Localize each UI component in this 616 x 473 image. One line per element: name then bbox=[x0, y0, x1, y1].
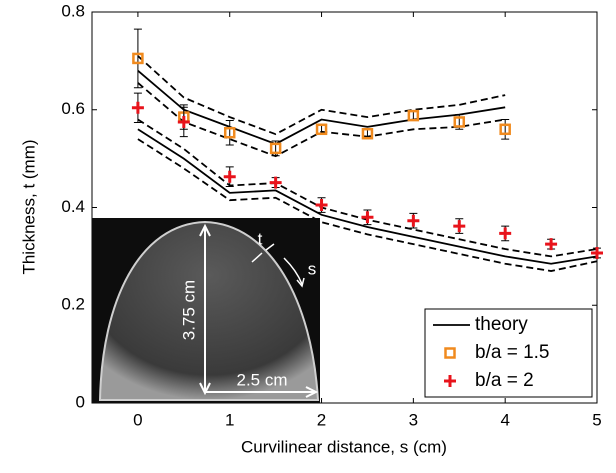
marker bbox=[131, 101, 144, 114]
y-tick-label: 0.8 bbox=[61, 1, 85, 20]
marker bbox=[499, 123, 511, 136]
marker bbox=[315, 199, 328, 212]
arrowhead bbox=[296, 277, 305, 288]
s-arrow bbox=[283, 257, 303, 285]
y-tick-label: 0 bbox=[76, 392, 85, 411]
error-bar bbox=[501, 119, 510, 140]
marker bbox=[269, 142, 282, 155]
inset-photo: 3.75 cm 2.5 cm t s bbox=[92, 218, 320, 403]
y-tick-label: 0.4 bbox=[61, 197, 85, 216]
x-tick-label: 5 bbox=[592, 410, 601, 429]
marker bbox=[407, 109, 420, 122]
dome bbox=[98, 220, 320, 401]
marker bbox=[177, 115, 190, 128]
marker bbox=[453, 220, 466, 233]
legend-label: b/a = 2 bbox=[475, 370, 534, 391]
marker bbox=[407, 214, 420, 227]
x-tick-label: 2 bbox=[317, 410, 326, 429]
legend-swatch bbox=[444, 347, 456, 359]
y-tick-label: 0.6 bbox=[61, 99, 85, 118]
marker bbox=[132, 52, 144, 65]
x-tick-label: 1 bbox=[225, 410, 234, 429]
marker bbox=[269, 176, 282, 189]
marker bbox=[223, 170, 236, 183]
x-tick-label: 4 bbox=[500, 410, 509, 429]
arrowhead bbox=[305, 386, 319, 398]
legend-swatch bbox=[444, 375, 456, 387]
marker bbox=[591, 246, 603, 259]
error-bar bbox=[133, 28, 142, 89]
theory-line bbox=[137, 128, 598, 265]
x-tick-label: 0 bbox=[133, 410, 142, 429]
theory-line bbox=[137, 69, 506, 145]
legend-label: b/a = 1.5 bbox=[475, 342, 549, 363]
inset-label: 2.5 cm bbox=[236, 370, 287, 389]
inset-label: t bbox=[258, 229, 263, 248]
legend-label: theory bbox=[475, 314, 528, 335]
error-bar bbox=[225, 120, 234, 146]
marker bbox=[315, 123, 328, 136]
t-arrows bbox=[251, 243, 275, 263]
theory-band bbox=[137, 138, 598, 272]
marker bbox=[453, 116, 466, 128]
marker bbox=[499, 227, 512, 240]
marker bbox=[545, 238, 558, 251]
x-axis-label: Curvilinear distance, s (cm) bbox=[241, 437, 447, 456]
marker bbox=[361, 127, 374, 140]
y-axis-label: Thickness, t (mm) bbox=[19, 139, 38, 274]
inset-label: s bbox=[308, 259, 317, 278]
theory-band bbox=[137, 55, 506, 136]
marker bbox=[361, 211, 374, 224]
x-tick-label: 3 bbox=[409, 410, 418, 429]
inset-label: 3.75 cm bbox=[179, 280, 198, 340]
y-tick-label: 0.2 bbox=[61, 295, 85, 314]
marker bbox=[223, 126, 236, 139]
